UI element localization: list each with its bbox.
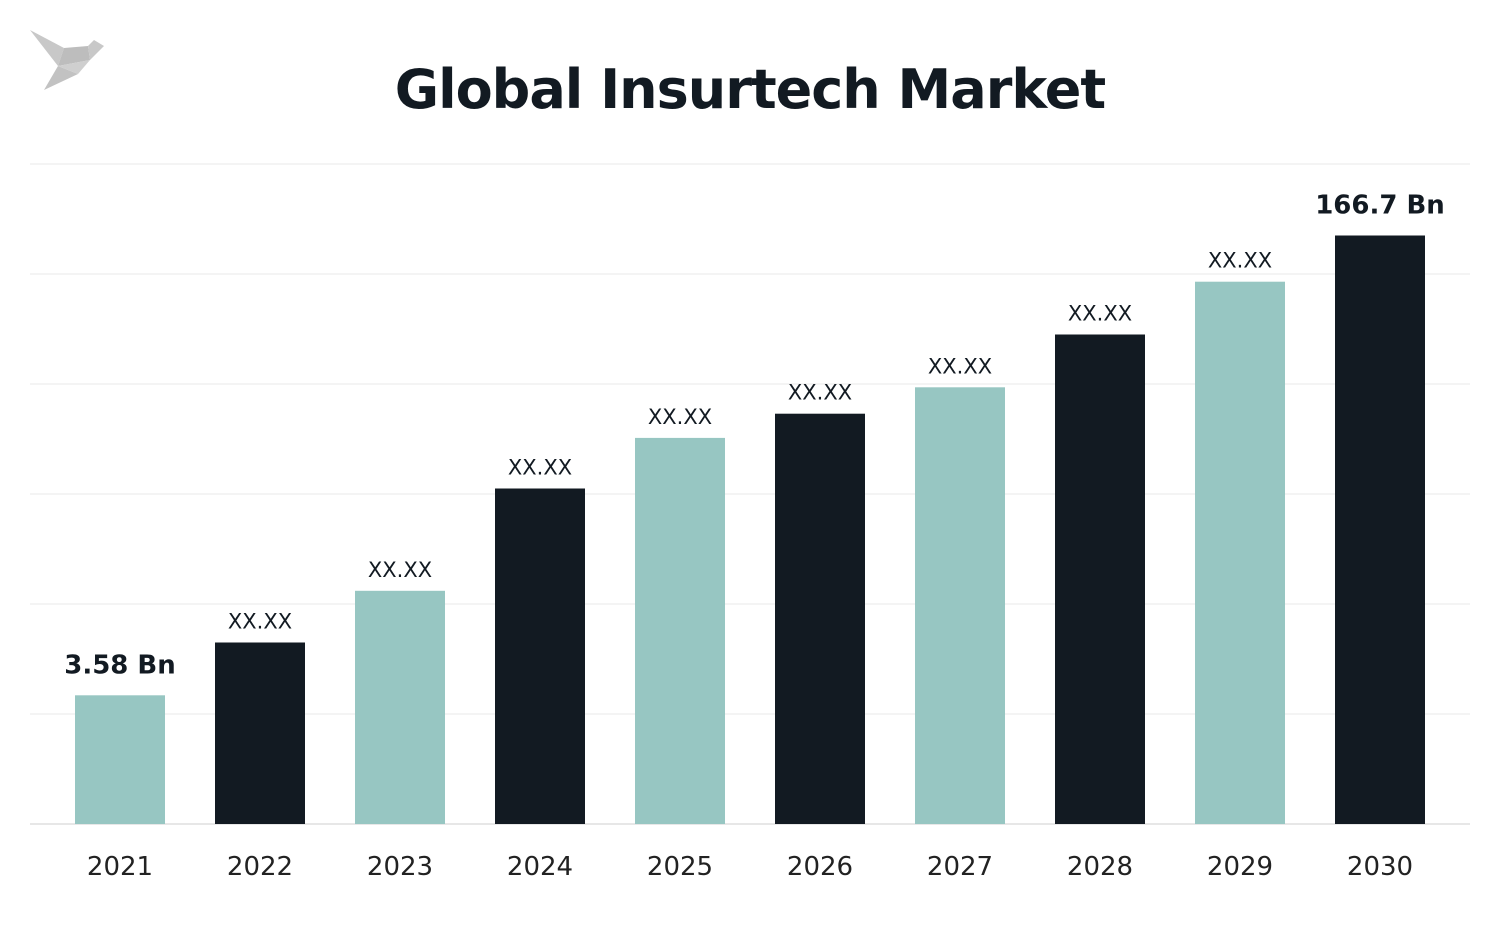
x-tick-label-2022: 2022 [227,852,293,882]
x-tick-label-2023: 2023 [367,852,433,882]
bar-2021 [75,695,165,824]
x-tick-label-2024: 2024 [507,852,573,882]
bar-2028 [1055,334,1145,824]
x-tick-label-2025: 2025 [647,852,713,882]
data-label-2026: XX.XX [788,381,852,405]
chart-title: Global Insurtech Market [394,58,1106,121]
data-label-2023: XX.XX [368,558,432,582]
bar-2022 [215,642,305,824]
bar-2023 [355,590,445,824]
bar-2026 [775,413,865,824]
bar-2027 [915,387,1005,824]
x-tick-label-2027: 2027 [927,852,993,882]
data-label-2024: XX.XX [508,456,572,480]
bar-2025 [635,437,725,824]
data-label-2029: XX.XX [1208,249,1272,273]
x-tick-label-2029: 2029 [1207,852,1273,882]
x-tick-label-2028: 2028 [1067,852,1133,882]
x-tick-label-2021: 2021 [87,852,153,882]
data-label-2028: XX.XX [1068,302,1132,326]
bar-2024 [495,488,585,824]
x-tick-label-2030: 2030 [1347,852,1413,882]
data-label-2021: 3.58 Bn [64,650,176,680]
bar-2030 [1335,235,1425,824]
data-label-2027: XX.XX [928,354,992,378]
data-label-2030: 166.7 Bn [1315,191,1445,221]
data-label-2022: XX.XX [228,610,292,634]
bar-2029 [1195,281,1285,824]
x-tick-label-2026: 2026 [787,852,853,882]
origami-bird-logo-icon [30,30,104,90]
data-label-2025: XX.XX [648,405,712,429]
